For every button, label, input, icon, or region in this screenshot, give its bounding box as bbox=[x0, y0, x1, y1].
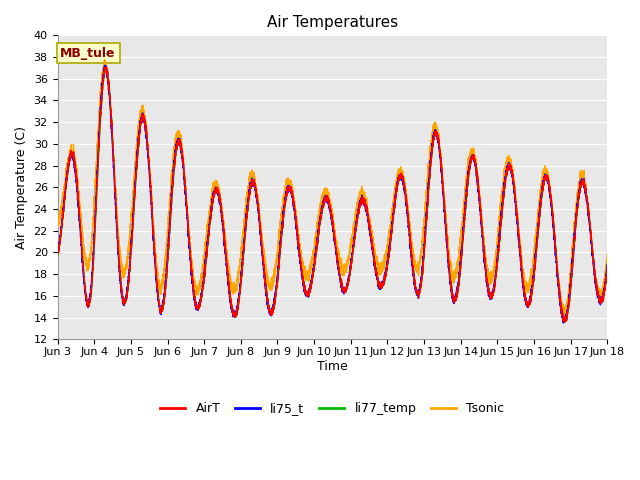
Title: Air Temperatures: Air Temperatures bbox=[267, 15, 398, 30]
Y-axis label: Air Temperature (C): Air Temperature (C) bbox=[15, 126, 28, 249]
Legend: AirT, li75_t, li77_temp, Tsonic: AirT, li75_t, li77_temp, Tsonic bbox=[156, 397, 509, 420]
X-axis label: Time: Time bbox=[317, 360, 348, 373]
Text: MB_tule: MB_tule bbox=[60, 47, 116, 60]
